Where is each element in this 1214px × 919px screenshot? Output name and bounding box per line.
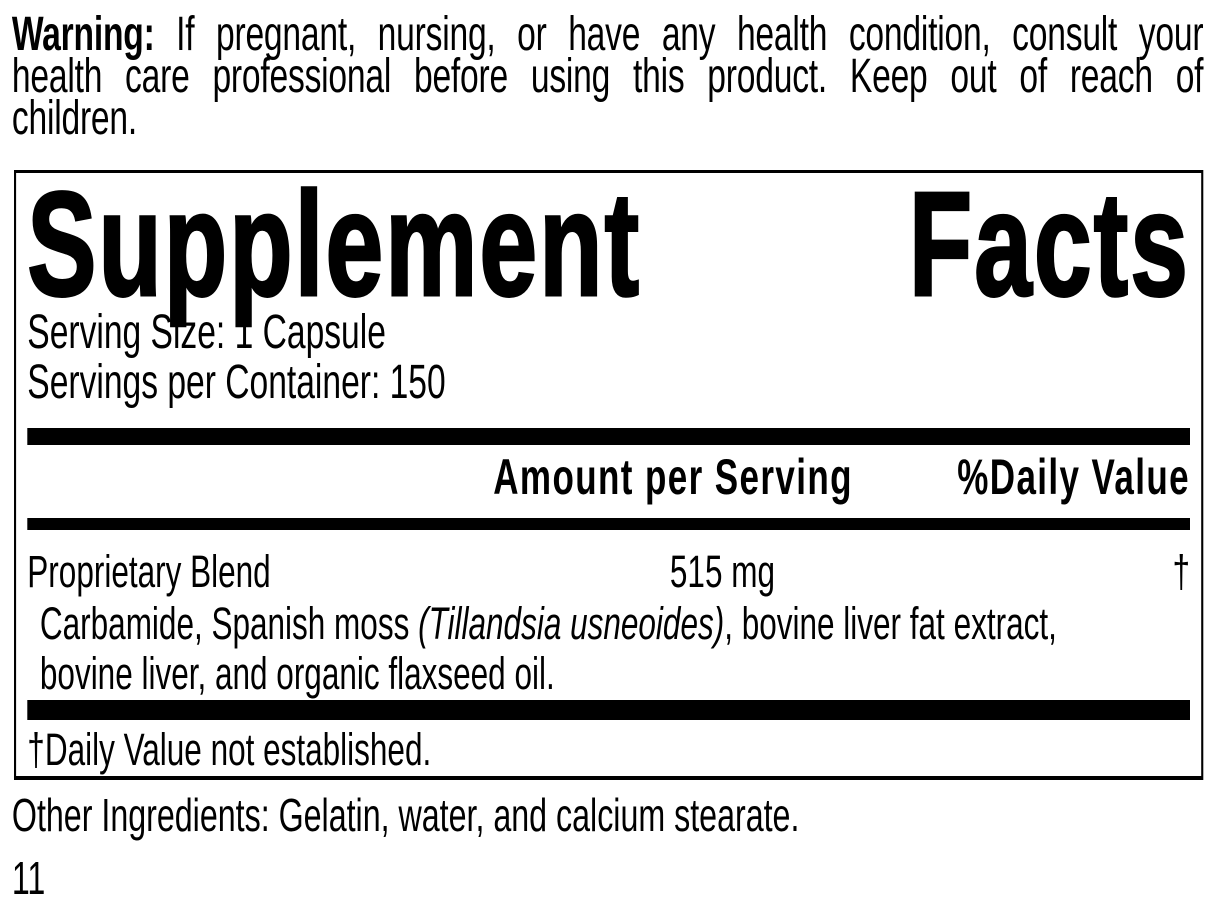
daily-value-symbol: †	[1172, 546, 1190, 597]
ingredient-description-line-1: Carbamide, Spanish moss (Tillandsia usne…	[40, 599, 1190, 649]
divider-bar-top	[27, 428, 1190, 445]
ingredient-amount: 515 mg	[669, 546, 775, 597]
page-number: 11	[11, 852, 46, 904]
description-text-pre: Carbamide, Spanish moss	[39, 598, 419, 649]
warning-label: Warning:	[11, 8, 155, 61]
panel-title-word-facts: Facts	[908, 162, 1190, 327]
daily-value-footnote: †Daily Value not established.	[27, 724, 432, 775]
serving-size: Serving Size: 1 Capsule	[27, 306, 386, 359]
supplement-facts-panel: Supplement Facts Serving Size: 1 Capsule…	[14, 162, 1204, 780]
panel-title-word-supplement: Supplement	[26, 162, 642, 327]
ingredient-description: Carbamide, Spanish moss (Tillandsia usne…	[27, 599, 1190, 699]
panel-title: Supplement Facts	[26, 162, 1190, 327]
other-ingredients: Other Ingredients: Gelatin, water, and c…	[11, 789, 800, 841]
divider-bar-middle	[27, 518, 1190, 530]
warning-text: Warning: If pregnant, nursing, or have a…	[11, 11, 1204, 145]
botanical-name-italic: (Tillandsia usneoides)	[418, 598, 725, 649]
ingredient-name: Proprietary Blend	[27, 546, 271, 597]
column-headers: Amount per Serving %Daily Value	[27, 452, 1190, 502]
ingredient-description-line-2: bovine liver, and organic flaxseed oil.	[39, 648, 555, 699]
servings-per-container: Servings per Container: 150	[27, 356, 446, 409]
warning-line-3: children.	[11, 92, 138, 145]
column-header-daily-value: %Daily Value	[957, 449, 1190, 505]
description-text-post: , bovine liver fat extract,	[724, 598, 1057, 649]
warning-line-1: Warning: If pregnant, nursing, or have a…	[12, 11, 1204, 59]
column-header-amount-per-serving: Amount per Serving	[493, 449, 853, 505]
divider-bar-bottom	[27, 700, 1190, 720]
warning-line-2: health care professional before using th…	[11, 50, 1204, 103]
ingredient-row: Proprietary Blend 515 mg †	[27, 549, 1190, 595]
warning-line-1-text: If pregnant, nursing, or have any health…	[176, 8, 1204, 61]
serving-info: Serving Size: 1 Capsule Servings per Con…	[27, 308, 1190, 408]
